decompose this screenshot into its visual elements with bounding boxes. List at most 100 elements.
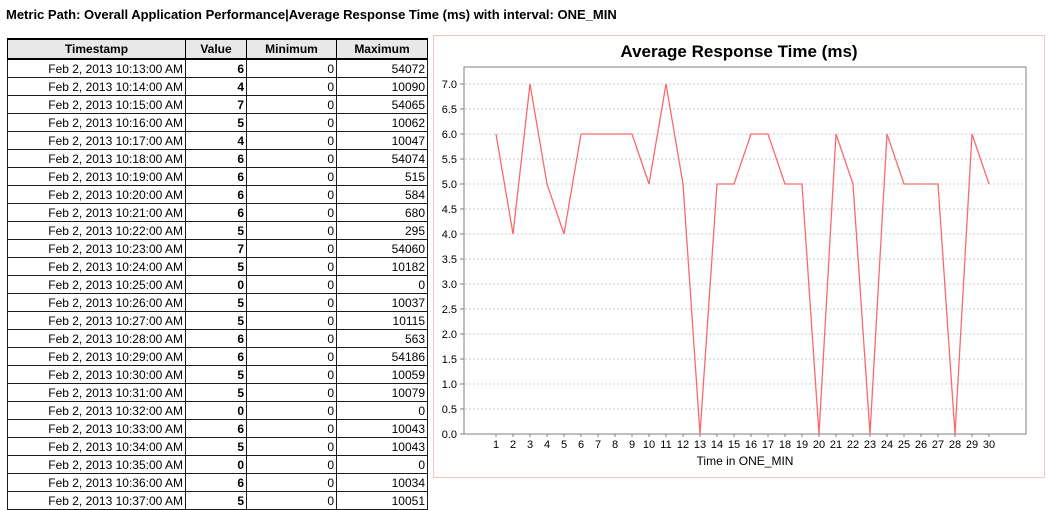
table-cell: 584 — [336, 185, 428, 204]
table-cell: Feb 2, 2013 10:23:00 AM — [7, 239, 186, 258]
x-tick-label: 27 — [932, 439, 944, 451]
table-cell: 10059 — [336, 365, 428, 384]
x-tick-label: 29 — [966, 439, 978, 451]
table-cell: Feb 2, 2013 10:37:00 AM — [7, 491, 186, 510]
table-cell: Feb 2, 2013 10:31:00 AM — [7, 383, 186, 402]
table-cell: Feb 2, 2013 10:21:00 AM — [7, 203, 186, 222]
table-cell: 563 — [336, 329, 428, 348]
table-cell: 0 — [185, 401, 247, 420]
table-cell: 10043 — [336, 437, 428, 456]
y-tick-label: 0.5 — [442, 404, 457, 416]
y-tick-label: 1.5 — [442, 354, 457, 366]
table-cell: Feb 2, 2013 10:34:00 AM — [7, 437, 186, 456]
table-row: Feb 2, 2013 10:34:00 AM 5 0 10043 — [7, 437, 428, 456]
table-cell: 0 — [336, 455, 428, 474]
y-tick-label: 0.0 — [442, 429, 457, 441]
table-cell: 0 — [246, 455, 337, 474]
x-tick-label: 15 — [728, 439, 740, 451]
y-tick-label: 6.5 — [442, 104, 457, 116]
table-cell: 6 — [185, 473, 247, 492]
table-cell: 0 — [246, 185, 337, 204]
table-cell: 6 — [185, 347, 247, 366]
x-tick-label: 17 — [762, 439, 774, 451]
table-cell: 0 — [246, 311, 337, 330]
table-cell: 10115 — [336, 311, 428, 330]
table-cell: 10079 — [336, 383, 428, 402]
x-tick-label: 2 — [510, 439, 516, 451]
table-row: Feb 2, 2013 10:14:00 AM 4 0 10090 — [7, 77, 428, 96]
table-cell: 0 — [246, 473, 337, 492]
table-cell: 0 — [246, 257, 337, 276]
table-cell: 7 — [185, 95, 247, 114]
x-tick-label: 8 — [612, 439, 618, 451]
table-body: Feb 2, 2013 10:13:00 AM 6 0 54072 Feb 2, 201… — [7, 58, 428, 510]
table-cell: 54074 — [336, 149, 428, 168]
table-cell: Feb 2, 2013 10:14:00 AM — [7, 77, 186, 96]
x-tick-label: 11 — [660, 439, 671, 451]
table-row: Feb 2, 2013 10:24:00 AM 5 0 10182 — [7, 257, 428, 276]
table-row: Feb 2, 2013 10:18:00 AM 6 0 54074 — [7, 149, 428, 168]
table-cell: Feb 2, 2013 10:36:00 AM — [7, 473, 186, 492]
table-cell: 0 — [246, 293, 337, 312]
page-title: Metric Path: Overall Application Perform… — [6, 7, 617, 22]
data-line — [495, 83, 990, 435]
plot-border — [463, 66, 1027, 435]
x-tick-label: 6 — [578, 439, 584, 451]
table-cell: 10037 — [336, 293, 428, 312]
metrics-table: Timestamp Value Minimum Maximum Feb 2, 2013… — [7, 38, 428, 510]
table-cell: 10047 — [336, 131, 428, 150]
table-cell: 5 — [185, 257, 247, 276]
table-cell: Feb 2, 2013 10:15:00 AM — [7, 95, 186, 114]
table-cell: 5 — [185, 383, 247, 402]
y-tick-label: 1.0 — [442, 379, 457, 391]
y-tick-label: 5.5 — [442, 154, 457, 166]
table-cell: Feb 2, 2013 10:16:00 AM — [7, 113, 186, 132]
table-cell: Feb 2, 2013 10:30:00 AM — [7, 365, 186, 384]
x-tick-label: 26 — [915, 439, 927, 451]
table-cell: Feb 2, 2013 10:27:00 AM — [7, 311, 186, 330]
table-row: Feb 2, 2013 10:25:00 AM 0 0 0 — [7, 275, 428, 294]
table-cell: 5 — [185, 491, 247, 510]
table-cell: 0 — [246, 221, 337, 240]
x-tick-label: 19 — [796, 439, 808, 451]
x-tick-label: 16 — [745, 439, 757, 451]
table-cell: 54186 — [336, 347, 428, 366]
column-header: Minimum — [246, 38, 337, 60]
table-cell: 0 — [246, 167, 337, 186]
table-cell: 0 — [246, 275, 337, 294]
y-tick-label: 6.0 — [442, 129, 457, 141]
table-cell: 6 — [185, 185, 247, 204]
table-row: Feb 2, 2013 10:35:00 AM 0 0 0 — [7, 455, 428, 474]
table-cell: Feb 2, 2013 10:17:00 AM — [7, 131, 186, 150]
table-cell: Feb 2, 2013 10:32:00 AM — [7, 401, 186, 420]
table-row: Feb 2, 2013 10:19:00 AM 6 0 515 — [7, 167, 428, 186]
table-cell: 6 — [185, 149, 247, 168]
table-cell: 6 — [185, 167, 247, 186]
table-cell: 0 — [185, 455, 247, 474]
x-tick-label: 25 — [898, 439, 910, 451]
table-cell: 0 — [246, 437, 337, 456]
table-cell: 10043 — [336, 419, 428, 438]
table-cell: Feb 2, 2013 10:20:00 AM — [7, 185, 186, 204]
column-header: Timestamp — [7, 38, 186, 60]
table-cell: Feb 2, 2013 10:25:00 AM — [7, 275, 186, 294]
table-cell: Feb 2, 2013 10:22:00 AM — [7, 221, 186, 240]
x-tick-label: 12 — [677, 439, 689, 451]
table-cell: Feb 2, 2013 10:28:00 AM — [7, 329, 186, 348]
table-cell: Feb 2, 2013 10:35:00 AM — [7, 455, 186, 474]
table-row: Feb 2, 2013 10:20:00 AM 6 0 584 — [7, 185, 428, 204]
table-cell: Feb 2, 2013 10:29:00 AM — [7, 347, 186, 366]
table-cell: 0 — [246, 131, 337, 150]
table-cell: 4 — [185, 131, 247, 150]
table-cell: 0 — [246, 347, 337, 366]
table-cell: 0 — [246, 113, 337, 132]
x-tick-label: 4 — [544, 439, 550, 451]
table-cell: 0 — [246, 419, 337, 438]
x-tick-label: 13 — [694, 439, 706, 451]
table-row: Feb 2, 2013 10:17:00 AM 4 0 10047 — [7, 131, 428, 150]
table-cell: 7 — [185, 239, 247, 258]
table-header: Timestamp Value Minimum Maximum — [7, 38, 428, 60]
table-cell: 5 — [185, 221, 247, 240]
table-cell: 10090 — [336, 77, 428, 96]
table-cell: 10182 — [336, 257, 428, 276]
